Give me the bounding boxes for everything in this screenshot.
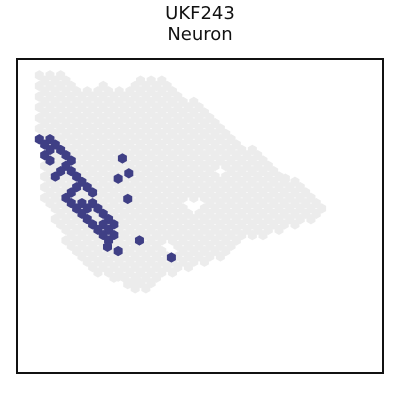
neuron-spot bbox=[117, 153, 127, 164]
neuron-spot bbox=[88, 187, 98, 198]
tissue-spot bbox=[199, 256, 209, 267]
tissue-spot bbox=[274, 224, 284, 235]
tissue-spot bbox=[123, 278, 133, 290]
neuron-spot bbox=[124, 168, 134, 179]
tissue-spot bbox=[189, 192, 199, 204]
tissue-spot bbox=[258, 229, 268, 241]
chart-subtitle: Neuron bbox=[167, 24, 233, 45]
neuron-spot bbox=[113, 245, 123, 257]
tissue-spot bbox=[280, 173, 290, 184]
neuron-spot bbox=[123, 193, 133, 205]
tissue-spot bbox=[167, 267, 177, 278]
neuron-spots bbox=[34, 134, 176, 263]
tissue-spot bbox=[93, 267, 103, 278]
plot-frame bbox=[16, 58, 384, 374]
tissue-spot bbox=[247, 229, 257, 241]
tissue-spot bbox=[215, 251, 225, 262]
neuron-spot bbox=[50, 171, 60, 182]
chart-title: UKF243 bbox=[165, 3, 235, 24]
background-spots bbox=[34, 70, 327, 294]
neuron-spot bbox=[45, 155, 55, 166]
neuron-spot bbox=[102, 241, 112, 253]
tissue-spot bbox=[183, 261, 193, 273]
tissue-spot bbox=[306, 213, 316, 225]
tissue-spot bbox=[130, 283, 140, 294]
neuron-spot bbox=[166, 252, 176, 263]
neuron-spot bbox=[134, 235, 144, 246]
tissue-spot bbox=[113, 271, 123, 282]
neuron-spot bbox=[113, 173, 123, 184]
tissue-spot bbox=[290, 219, 300, 230]
tissue-spot bbox=[141, 283, 151, 294]
tissue-spot bbox=[131, 274, 141, 286]
